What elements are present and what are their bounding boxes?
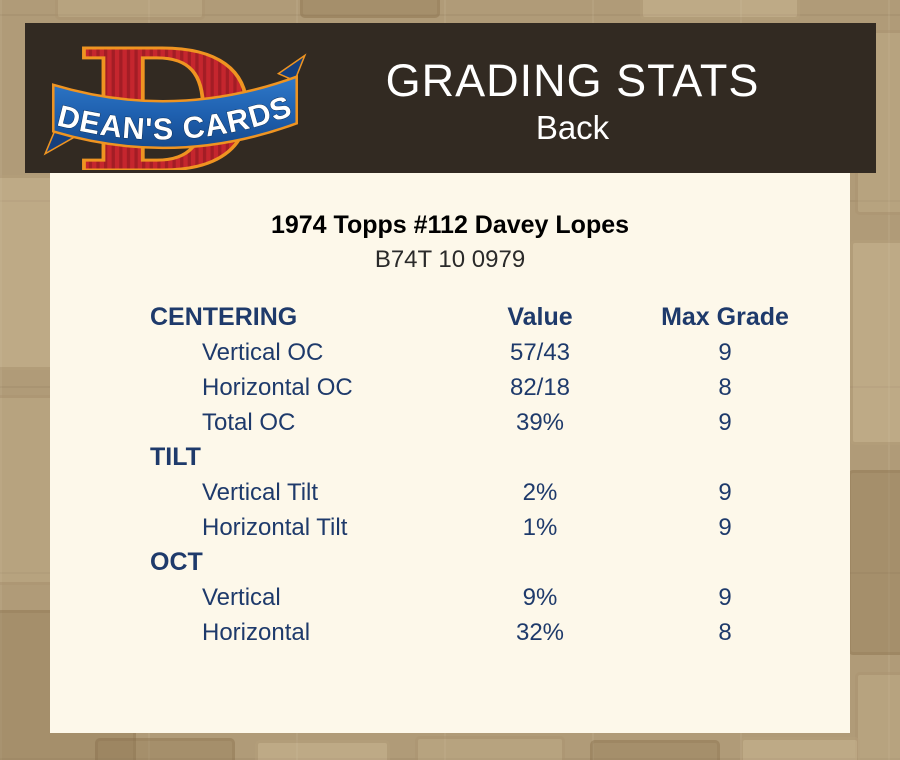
row-value: 32% bbox=[515, 619, 565, 646]
deans-cards-logo: D DEAN'S CARDS bbox=[25, 23, 325, 173]
header-titles: GRADING STATS Back bbox=[325, 55, 876, 149]
section-label-tilt: TILT bbox=[150, 443, 201, 471]
row-value: 2% bbox=[522, 479, 558, 506]
spacer-cell bbox=[630, 545, 820, 580]
background-card bbox=[95, 738, 235, 760]
section-label-centering: CENTERING bbox=[150, 303, 298, 331]
grading-table: CENTERING Value Max Grade Vertical OC 57/… bbox=[150, 300, 850, 650]
row-max-grade: 9 bbox=[718, 514, 732, 541]
background-card bbox=[590, 740, 720, 760]
page-title: GRADING STATS bbox=[385, 55, 760, 106]
row-label: Total OC bbox=[202, 409, 296, 436]
row-max-grade: 9 bbox=[718, 409, 732, 436]
spacer-cell bbox=[450, 545, 630, 580]
background-card bbox=[55, 0, 205, 20]
header-banner: D DEAN'S CARDS GRADING STATS Back bbox=[25, 23, 876, 173]
row-max-grade: 9 bbox=[718, 479, 732, 506]
row-max-grade: 9 bbox=[718, 584, 732, 611]
row-label: Horizontal Tilt bbox=[202, 514, 348, 541]
background-card bbox=[850, 240, 900, 445]
background-card bbox=[300, 0, 440, 18]
row-label: Vertical OC bbox=[202, 339, 324, 366]
logo-ribbon bbox=[52, 74, 298, 150]
row-value: 1% bbox=[522, 514, 558, 541]
background-card bbox=[855, 672, 900, 760]
stats-panel: 1974 Topps #112 Davey Lopes B74T 10 0979… bbox=[50, 173, 850, 733]
deans-cards-logo-icon: D DEAN'S CARDS bbox=[43, 28, 307, 170]
row-label: Horizontal bbox=[202, 619, 311, 646]
row-label: Horizontal OC bbox=[202, 374, 353, 401]
row-max-grade: 8 bbox=[718, 619, 732, 646]
column-header-value: Value bbox=[507, 303, 573, 331]
background-card bbox=[640, 0, 800, 20]
column-header-max-grade: Max Grade bbox=[661, 303, 789, 331]
row-value: 57/43 bbox=[509, 339, 571, 366]
row-value: 9% bbox=[522, 584, 558, 611]
spacer-cell bbox=[630, 440, 820, 475]
card-title: 1974 Topps #112 Davey Lopes bbox=[270, 211, 630, 239]
section-label-oct: OCT bbox=[150, 548, 203, 576]
row-value: 39% bbox=[515, 409, 565, 436]
spacer-cell bbox=[450, 440, 630, 475]
background-card bbox=[415, 736, 565, 760]
card-serial-number: B74T 10 0979 bbox=[374, 246, 526, 273]
background-card bbox=[848, 470, 900, 655]
row-value: 82/18 bbox=[509, 374, 571, 401]
row-max-grade: 9 bbox=[718, 339, 732, 366]
row-label: Vertical Tilt bbox=[202, 479, 319, 506]
background-card bbox=[740, 737, 860, 760]
row-label: Vertical bbox=[202, 584, 281, 611]
row-max-grade: 8 bbox=[718, 374, 732, 401]
background-card bbox=[255, 740, 390, 760]
page-subtitle-back: Back bbox=[535, 109, 610, 146]
